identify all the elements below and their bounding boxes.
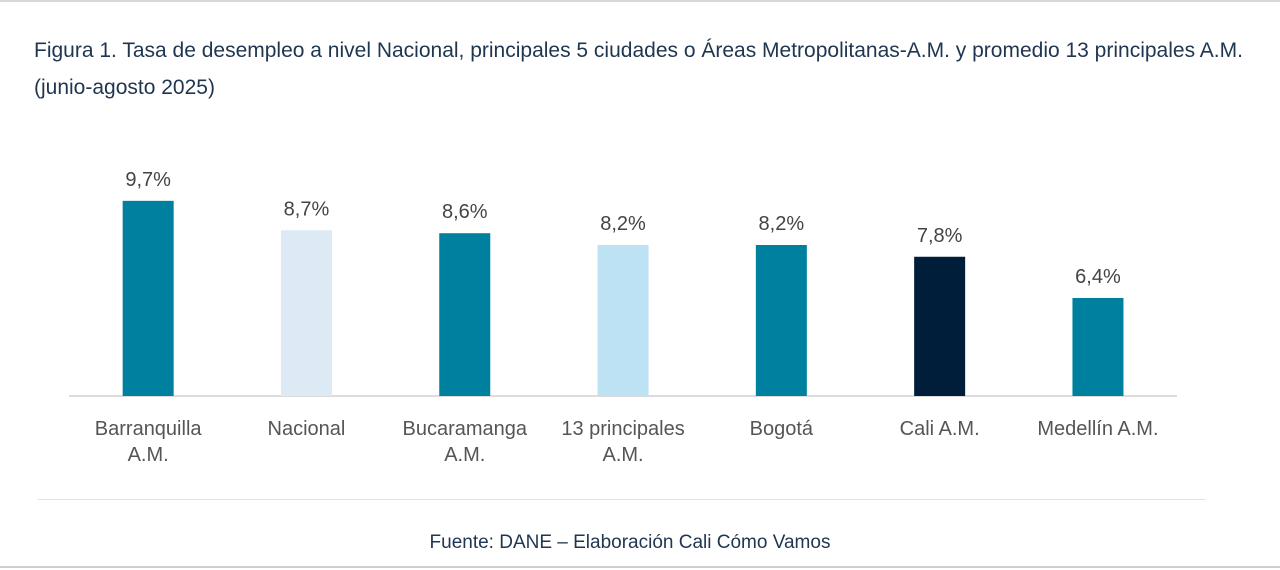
top-border bbox=[0, 0, 1280, 2]
chart-title: Figura 1. Tasa de desempleo a nivel Naci… bbox=[34, 39, 1243, 99]
bottom-border bbox=[0, 566, 1280, 568]
bar bbox=[439, 233, 491, 396]
bar bbox=[1072, 297, 1124, 396]
category-label: A.M. bbox=[444, 444, 485, 466]
bar bbox=[280, 230, 332, 396]
data-label: 6,4% bbox=[1075, 266, 1121, 288]
data-label: 7,8% bbox=[917, 225, 963, 247]
category-label: Barranquilla bbox=[95, 418, 203, 440]
bar bbox=[597, 244, 649, 396]
bar-chart: 9,7% Barranquilla A.M. 8,7% Nacional 8,6% Buca… bbox=[69, 169, 1177, 466]
data-label: 8,2% bbox=[759, 213, 805, 235]
source-note: Fuente: DANE – Elaboración Cali Cómo Vam… bbox=[429, 532, 831, 553]
category-label: A.M. bbox=[602, 444, 643, 466]
category-label: Bogotá bbox=[750, 418, 814, 440]
category-label: A.M. bbox=[128, 444, 169, 466]
data-label: 9,7% bbox=[125, 169, 171, 191]
divider bbox=[38, 499, 1206, 500]
bar bbox=[755, 244, 807, 396]
category-label: Medellín A.M. bbox=[1037, 418, 1158, 440]
data-label: 8,6% bbox=[442, 201, 488, 223]
bar bbox=[914, 256, 966, 396]
bar bbox=[122, 200, 174, 396]
category-label: Bucaramanga bbox=[402, 418, 527, 440]
category-label: 13 principales bbox=[561, 418, 684, 440]
category-label: Cali A.M. bbox=[900, 418, 980, 440]
data-label: 8,2% bbox=[600, 213, 646, 235]
data-label: 8,7% bbox=[284, 198, 330, 220]
category-label: Nacional bbox=[268, 418, 346, 440]
